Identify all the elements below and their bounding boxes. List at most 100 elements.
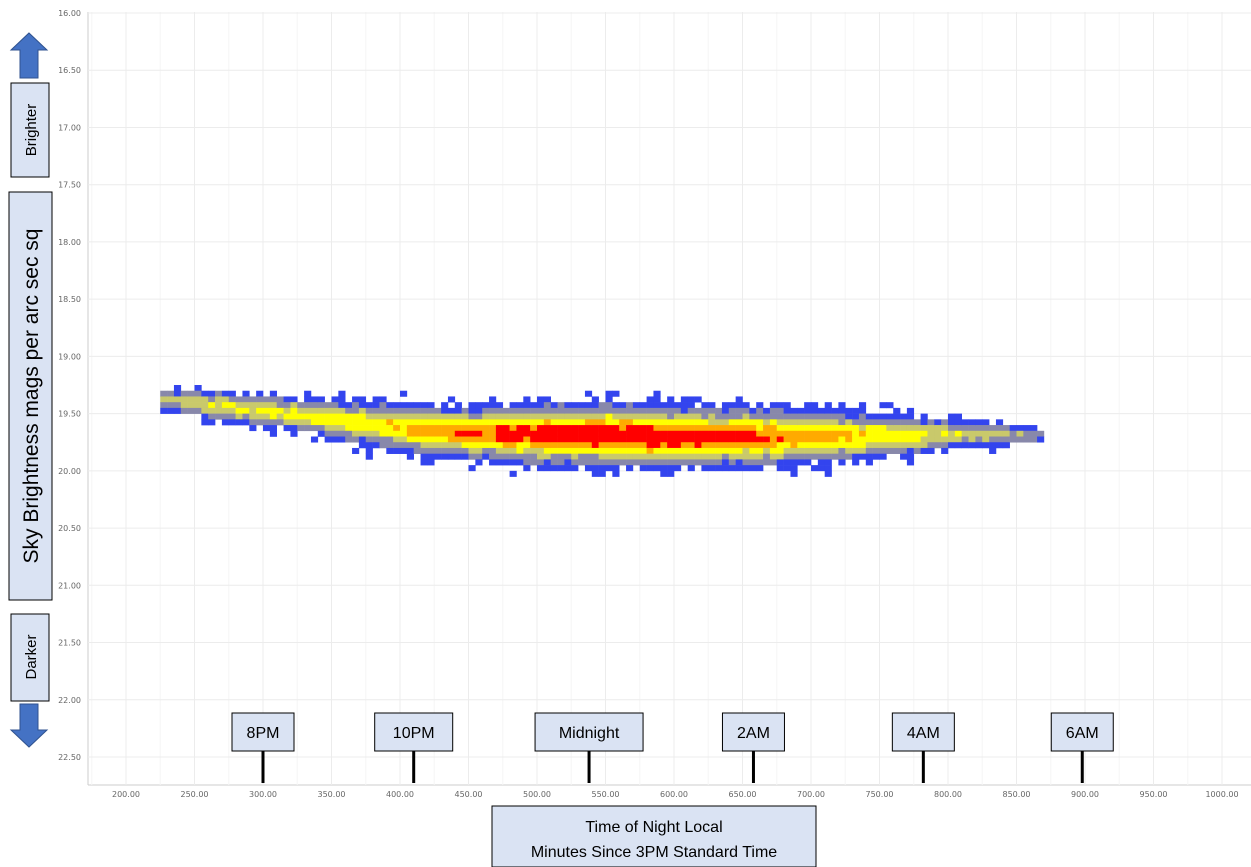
heatmap-cell [338,390,346,397]
heatmap-cell [721,402,730,409]
heatmap-cell [728,425,736,432]
heatmap-cell [790,413,798,420]
heatmap-cell [304,425,312,432]
heatmap-cell [447,413,456,420]
heatmap-cell [365,413,373,420]
heatmap-cell [865,413,873,420]
heatmap-cell [632,453,641,460]
heatmap-cell [352,430,360,437]
heatmap-cell [1002,442,1010,449]
heatmap-cell [845,453,853,460]
heatmap-cell [941,442,949,449]
heatmap-cell [845,430,853,437]
heatmap-cell [557,453,565,460]
heatmap-cell [543,396,551,403]
heatmap-cell [352,447,360,454]
heatmap-cell [434,413,442,420]
heatmap-cell [420,425,428,432]
heatmap-cell [954,436,962,443]
time-marker: 6AM [1050,712,1114,783]
heatmap-cell [584,442,593,449]
heatmap-cell [495,442,504,449]
heatmap-cell [523,453,531,460]
heatmap-cell [372,402,380,409]
heatmap-cell [783,407,791,414]
heatmap-cell [393,430,401,437]
heatmap-cell [749,453,757,460]
heatmap-cell [249,425,257,432]
time-marker-label: 6AM [1066,725,1099,742]
heatmap-cell [612,425,620,432]
heatmap-cell [749,425,757,432]
heatmap-cell [502,436,510,443]
heatmap-cell [721,413,730,420]
heatmap-cell [413,436,421,443]
heatmap-cell [461,442,469,449]
heatmap-cell [721,453,730,460]
heatmap-cell [578,407,586,414]
heatmap-cell [941,425,949,432]
heatmap-cells [160,385,1045,477]
heatmap-cell [550,447,558,454]
heatmap-cell [858,436,867,443]
heatmap-cell [345,425,353,432]
heatmap-cell [769,442,778,449]
heatmap-cell [365,447,373,454]
heatmap-cell [372,396,380,403]
heatmap-cell [317,430,325,437]
heatmap-cell [879,442,887,449]
heatmap-cell [331,402,339,409]
heatmap-cell [263,396,271,403]
heatmap-cell [906,425,915,432]
heatmap-cell [824,413,832,420]
grid-lines [87,12,1251,786]
heatmap-cell [564,402,572,409]
heatmap-cell [797,453,805,460]
heatmap-cell [913,425,921,432]
y-tick-label: 18.00 [58,238,81,247]
heatmap-cell [406,430,414,437]
heatmap-cell [886,402,894,409]
heatmap-cell [680,425,688,432]
heatmap-cell [537,407,545,414]
heatmap-cell [454,430,462,437]
heatmap-cell [715,413,723,420]
heatmap-cell [674,459,682,466]
heatmap-cell [310,436,319,443]
heatmap-cell [680,436,688,443]
heatmap-cell [173,402,182,409]
heatmap-cell [701,430,709,437]
heatmap-cell [584,465,593,472]
heatmap-cell [687,430,695,437]
heatmap-cell [735,413,743,420]
heatmap-cell [667,453,675,460]
heatmap-cell [564,459,572,466]
heatmap-cell [687,453,695,460]
heatmap-cell [413,413,421,420]
heatmap-cell [276,396,284,403]
heatmap-cell [646,425,654,432]
heatmap-cell [811,407,819,414]
heatmap-cell [831,453,839,460]
heatmap-cell [961,436,969,443]
heatmap-cell [283,402,291,409]
heatmap-cell [989,425,997,432]
heatmap-cell [763,453,771,460]
heatmap-cell [495,425,504,432]
heatmap-cell [749,419,757,426]
heatmap-cell [372,436,380,443]
y-tick-label: 22.00 [58,696,81,705]
heatmap-cell [509,453,517,460]
heatmap-cell [256,390,264,397]
x-tick-label: 800.00 [934,790,962,799]
y-tick-label: 16.00 [58,9,81,18]
heatmap-cell [537,447,545,454]
heatmap-cell [530,430,538,437]
heatmap-cell [310,413,319,420]
heatmap-cell [564,419,572,426]
heatmap-cell [811,465,819,472]
x-tick-label: 550.00 [592,790,620,799]
heatmap-cell [900,425,908,432]
heatmap-cell [954,425,962,432]
heatmap-cell [304,402,312,409]
